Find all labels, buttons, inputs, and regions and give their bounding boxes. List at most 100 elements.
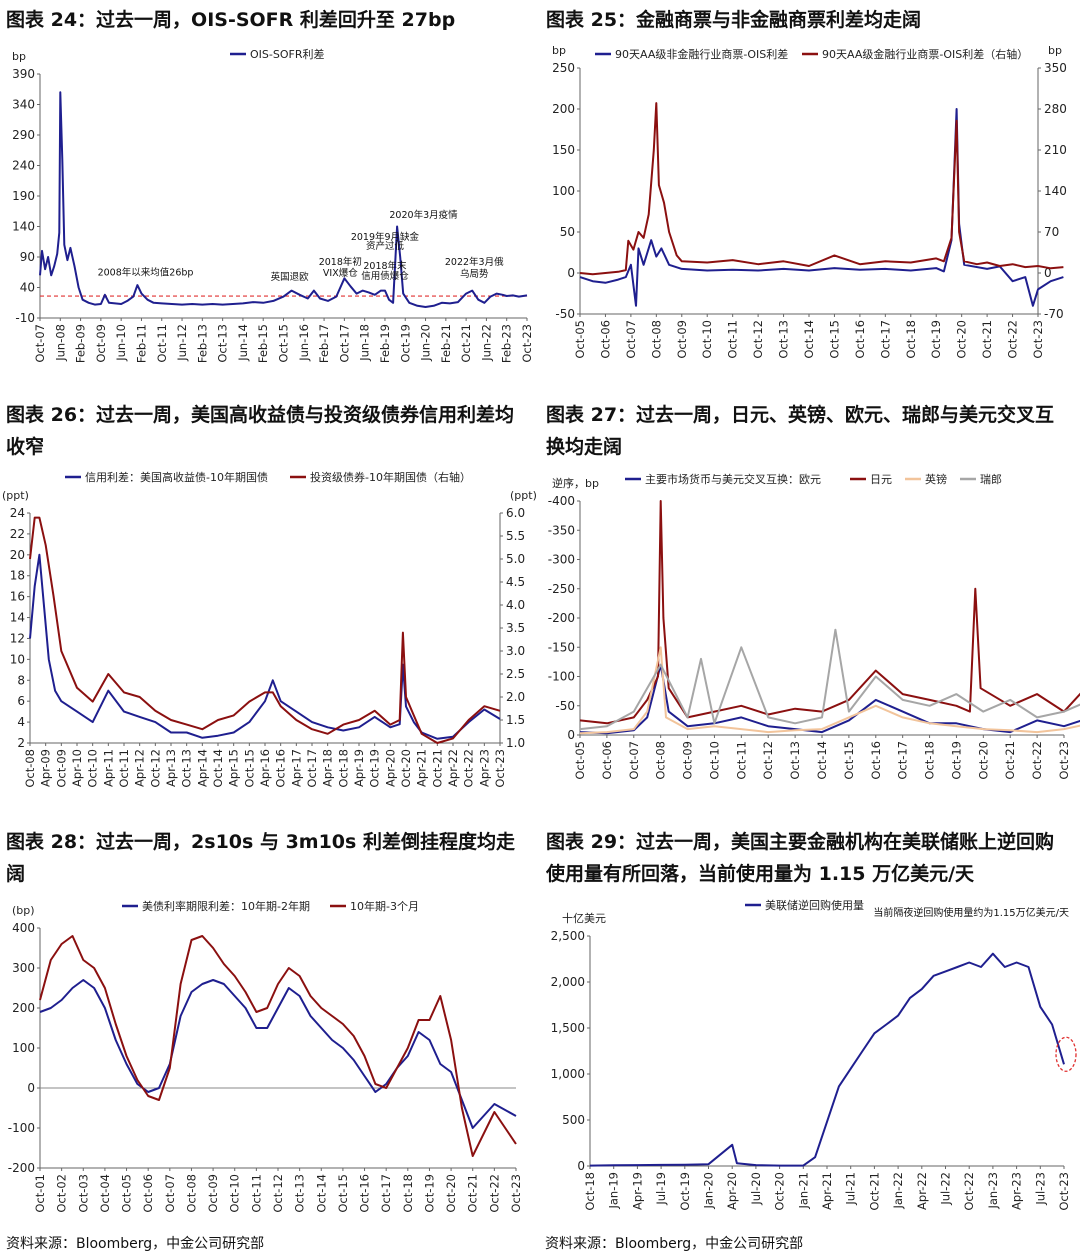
x-tick-label: Feb-13 — [195, 324, 209, 363]
y-tick-label: 24 — [10, 506, 25, 520]
chart-title: 图表 26：过去一周，美国高收益债与投资级债券信用利差均收窄 — [6, 404, 515, 458]
x-tick-label: Oct-20 — [444, 1174, 458, 1213]
chart-annotation: 2018年初 — [319, 256, 362, 268]
x-tick-label: Oct-06 — [141, 1174, 155, 1213]
y-tick-label-right: 210 — [1044, 143, 1067, 157]
x-tick-label: Oct-10 — [228, 1174, 242, 1213]
x-tick-label: Apr-23 — [1010, 1172, 1024, 1210]
x-tick-label: Apr-18 — [321, 749, 335, 787]
x-tick-label: Oct-23 — [509, 1174, 523, 1213]
y-tick-label-right: 4.0 — [506, 598, 525, 612]
x-tick-label: Apr-16 — [258, 749, 272, 787]
x-tick-label: Oct-20 — [976, 741, 990, 780]
y-tick-label-right: 70 — [1044, 225, 1059, 239]
x-tick-label: Apr-19 — [630, 1172, 644, 1210]
y-tick-label: 500 — [562, 1113, 585, 1127]
y-tick-label: -50 — [555, 699, 575, 713]
y-tick-label: 0 — [567, 266, 575, 280]
x-tick-label: Oct-21 — [867, 1172, 881, 1211]
y-tick-label: 40 — [20, 281, 35, 295]
y-tick-label: -100 — [548, 670, 575, 684]
chart-panel-29: 图表 29：过去一周，美国主要金融机构在美联储账上逆回购使用量有所回落，当前使用… — [540, 822, 1080, 1232]
x-tick-label: Apr-22 — [446, 749, 460, 787]
x-tick-label: Jun-14 — [236, 324, 250, 362]
x-tick-label: Oct-01 — [33, 1174, 47, 1213]
legend-label: 信用利差：美国高收益债-10年期国债 — [85, 470, 268, 484]
x-tick-label: Oct-09 — [675, 320, 689, 359]
x-tick-label: Oct-14 — [314, 1174, 328, 1213]
source-note-left: 资料来源：Bloomberg，中金公司研究部 — [6, 1236, 265, 1252]
chart-title: 图表 27：过去一周，日元、英镑、欧元、瑞郎与美元交叉互换均走阔 — [546, 404, 1055, 458]
series-line-1 — [579, 500, 1080, 725]
x-tick-label: Jan-19 — [607, 1172, 621, 1210]
y-tick-label: 390 — [12, 67, 35, 81]
x-tick-label: Jan-22 — [891, 1172, 905, 1210]
y-tick-label: 140 — [12, 220, 35, 234]
y-tick-label: 6 — [17, 694, 25, 708]
y-tick-label: -10 — [15, 311, 35, 325]
chart-panel-26: 图表 26：过去一周，美国高收益债与投资级债券信用利差均收窄 (ppt) (ppt… — [0, 395, 540, 815]
x-tick-label: Oct-15 — [336, 1174, 350, 1213]
x-tick-label: Oct-22 — [962, 1172, 976, 1211]
legend-label: 主要市场货币与美元交叉互换：欧元 — [645, 472, 821, 486]
x-tick-label: Oct-22 — [487, 1174, 501, 1213]
x-tick-label: Oct-18 — [923, 741, 937, 780]
legend-label: 日元 — [870, 473, 892, 486]
y-tick-label-right: 3.0 — [506, 644, 525, 658]
chart-title: 图表 28：过去一周，2s10s 与 3m10s 利差倒挂程度均走阔 — [6, 831, 515, 885]
x-tick-label: Jun-08 — [53, 324, 67, 362]
x-tick-label: Oct-14 — [211, 749, 225, 788]
x-tick-label: Oct-18 — [336, 749, 350, 788]
x-tick-label: Oct-19 — [422, 1174, 436, 1213]
legend-label: 美债利率期限利差：10年期-2年期 — [142, 899, 310, 913]
x-tick-label: Oct-23 — [1057, 1172, 1071, 1211]
x-tick-label: Oct-21 — [459, 324, 473, 363]
chart-27-plot: 逆序，bp-400-350-300-250-200-150-100-500Oct… — [548, 472, 1080, 780]
series-line-1 — [579, 102, 1064, 276]
unit-label-left: (ppt) — [2, 489, 29, 502]
x-tick-label: Jun-10 — [114, 324, 128, 362]
x-tick-label: Oct-23 — [493, 749, 507, 788]
y-tick-label-right: -70 — [1044, 307, 1064, 321]
x-tick-label: Oct-19 — [949, 741, 963, 780]
x-tick-label: Apr-17 — [289, 749, 303, 787]
chart-title: 图表 24：过去一周，OIS-SOFR 利差回升至 27bp — [6, 9, 456, 31]
unit-label-left: (bp) — [12, 904, 35, 917]
y-tick-label: 1,000 — [551, 1067, 585, 1081]
y-tick-label-right: 2.5 — [506, 667, 525, 681]
x-tick-label: Oct-13 — [777, 320, 791, 359]
chart-annotation: 2019年9月缺金 — [351, 231, 420, 243]
x-tick-label: Oct-11 — [734, 741, 748, 780]
x-tick-label: Oct-19 — [929, 320, 943, 359]
x-tick-label: Oct-08 — [184, 1174, 198, 1213]
x-tick-label: Jul-23 — [1033, 1172, 1047, 1206]
y-tick-label-right: 2.0 — [506, 690, 525, 704]
legend-label: 投资级债券-10年期国债（右轴） — [310, 470, 471, 484]
y-tick-label: 340 — [12, 98, 35, 112]
source-note-right: 资料来源：Bloomberg，中金公司研究部 — [545, 1236, 804, 1252]
series-line-1 — [29, 516, 501, 744]
x-tick-label: Feb-23 — [500, 324, 514, 363]
y-tick-label: 290 — [12, 128, 35, 142]
x-tick-label: Oct-16 — [358, 1174, 372, 1213]
x-tick-label: Oct-03 — [76, 1174, 90, 1213]
x-tick-label: Feb-21 — [439, 324, 453, 363]
x-tick-label: Oct-09 — [54, 749, 68, 788]
x-tick-label: Oct-07 — [624, 320, 638, 359]
x-tick-label: Apr-15 — [227, 749, 241, 787]
y-tick-label: 90 — [20, 250, 35, 264]
x-tick-label: Apr-21 — [820, 1172, 834, 1210]
x-tick-label: Feb-09 — [74, 324, 88, 363]
x-tick-label: Apr-19 — [352, 749, 366, 787]
series-line-3 — [579, 628, 1080, 731]
x-tick-label: Feb-15 — [256, 324, 270, 363]
x-tick-label: Oct-21 — [430, 749, 444, 788]
x-tick-label: Apr-14 — [195, 749, 209, 787]
x-tick-label: Apr-12 — [133, 749, 147, 787]
x-tick-label: Jan-21 — [796, 1172, 810, 1210]
y-tick-label: 10 — [10, 652, 25, 666]
x-tick-label: Oct-11 — [117, 749, 131, 788]
x-tick-label: Oct-05 — [573, 741, 587, 780]
